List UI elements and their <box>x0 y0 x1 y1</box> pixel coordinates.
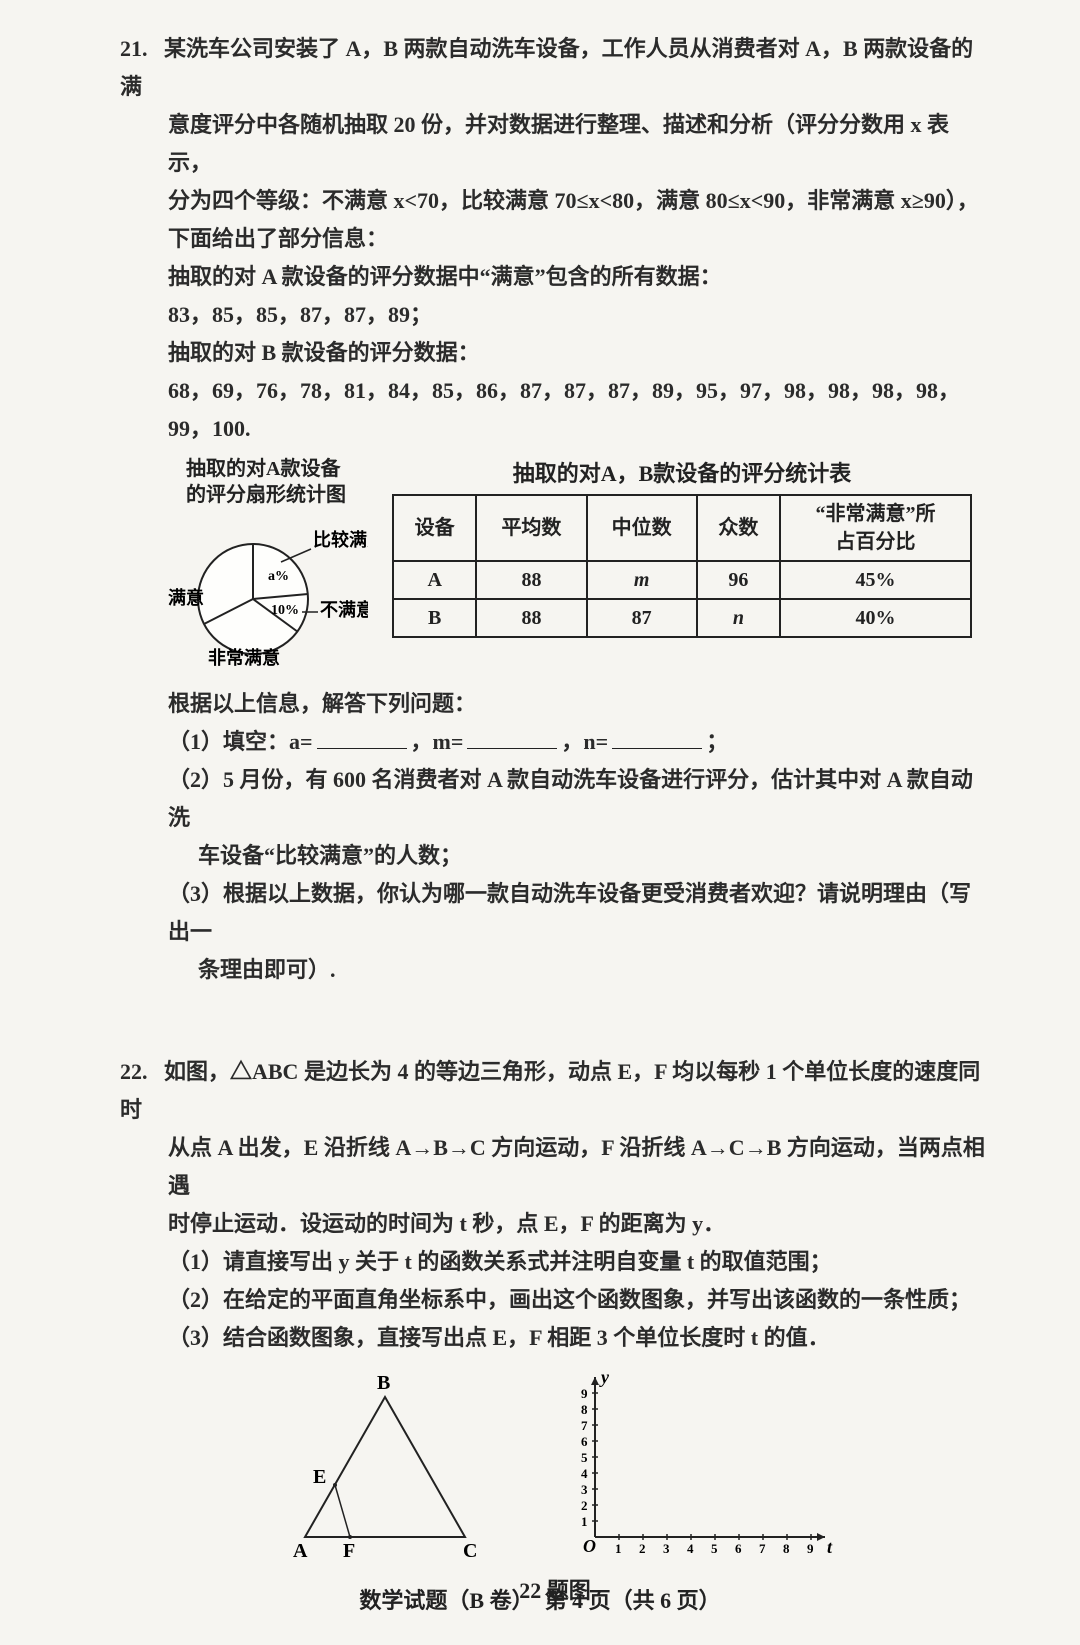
q21-p8: 68，69，76，78，81，84，85，86，87，87，87，89，95，9… <box>120 372 990 448</box>
lbl-C: C <box>463 1540 477 1562</box>
lbl-O: O <box>583 1536 596 1556</box>
y-tick-label: 7 <box>581 1418 588 1433</box>
q21-after-p1: 根据以上信息，解答下列问题： <box>120 685 990 723</box>
lbl-F: F <box>343 1540 355 1562</box>
pie-title-l1: 抽取的对A款设备 <box>186 458 340 480</box>
q21-p7: 抽取的对 B 款设备的评分数据： <box>120 334 990 372</box>
q21-table-title: 抽取的对A，B款设备的评分统计表 <box>392 456 972 488</box>
axes-svg: O y t 123456789 123456789 <box>565 1367 845 1567</box>
q21-p3: 分为四个等级：不满意 x<70，比较满意 70≤x<80，满意 80≤x<90，… <box>120 182 990 220</box>
cell-A-verysat: 45% <box>780 561 971 599</box>
q21-p6: 83，85，85，87，87，89； <box>120 296 990 334</box>
lbl-A: A <box>293 1540 308 1562</box>
pie-lbl-sat: 满意 <box>168 587 204 608</box>
cell-B-median: 87 <box>587 599 697 637</box>
x-tick-label: 6 <box>735 1541 742 1556</box>
pie-chart-svg: a% 10% 比较满意 不满意 满意 非常满意 <box>168 514 368 674</box>
y-tick-label: 3 <box>581 1482 588 1497</box>
q22-sub3: （3）结合函数图象，直接写出点 E，F 相距 3 个单位长度时 t 的值． <box>120 1319 990 1357</box>
cell-B-verysat: 40% <box>780 599 971 637</box>
q21-sub3-l1: （3）根据以上数据，你认为哪一款自动洗车设备更受消费者欢迎？请说明理由（写出一 <box>120 875 990 951</box>
cell-A-mean: 88 <box>476 561 586 599</box>
q22-p1: 如图，△ABC 是边长为 4 的等边三角形，动点 E，F 均以每秒 1 个单位长… <box>120 1059 980 1122</box>
x-tick-label: 7 <box>759 1541 766 1556</box>
pie-lbl-un: 不满意 <box>320 599 368 620</box>
q21-sub1-lead: （1）填空：a= <box>168 729 313 754</box>
q21-sub2-l1: （2）5 月份，有 600 名消费者对 A 款自动洗车设备进行评分，估计其中对 … <box>120 761 990 837</box>
q21-p2: 意度评分中各随机抽取 20 份，并对数据进行整理、描述和分析（评分分数用 x 表… <box>120 106 990 182</box>
q22-sub1: （1）请直接写出 y 关于 t 的函数关系式并注明自变量 t 的取值范围； <box>120 1243 990 1281</box>
cell-B-device: B <box>393 599 476 637</box>
th-mean: 平均数 <box>476 495 586 561</box>
cell-A-device: A <box>393 561 476 599</box>
q21-sub1-end: ； <box>706 729 728 754</box>
table-row: B 88 87 n 40% <box>393 599 971 637</box>
table-row: A 88 m 96 45% <box>393 561 971 599</box>
q21-pie-box: 抽取的对A款设备 的评分扇形统计图 a% 10% <box>168 456 368 679</box>
pie-ten-pct: 10% <box>271 603 299 618</box>
q21-p1: 某洗车公司安装了 A，B 两款自动洗车设备，工作人员从消费者对 A，B 两款设备… <box>120 36 973 99</box>
q22-line1: 22.如图，△ABC 是边长为 4 的等边三角形，动点 E，F 均以每秒 1 个… <box>120 1053 990 1129</box>
q22-p3: 时停止运动．设运动的时间为 t 秒，点 E，F 的距离为 y． <box>120 1205 990 1243</box>
y-tick-label: 8 <box>581 1402 588 1417</box>
pie-title-l2: 的评分扇形统计图 <box>186 484 346 506</box>
x-tick-label: 9 <box>807 1541 814 1556</box>
q21-line1: 21.某洗车公司安装了 A，B 两款自动洗车设备，工作人员从消费者对 A，B 两… <box>120 30 990 106</box>
cell-B-mean: 88 <box>476 599 586 637</box>
th-verysat: “非常满意”所 占百分比 <box>780 495 971 561</box>
x-tick-label: 8 <box>783 1541 790 1556</box>
lbl-y: y <box>599 1367 610 1387</box>
q21-figure-row: 抽取的对A款设备 的评分扇形统计图 a% 10% <box>120 456 990 679</box>
question-22: 22.如图，△ABC 是边长为 4 的等边三角形，动点 E，F 均以每秒 1 个… <box>120 1053 990 1605</box>
x-tick-label: 5 <box>711 1541 718 1556</box>
blank-n <box>612 728 702 749</box>
q21-table-box: 抽取的对A，B款设备的评分统计表 设备 平均数 中位数 众数 “非常满意”所 占… <box>392 456 972 638</box>
q21-p4: 下面给出了部分信息： <box>120 220 990 258</box>
pie-lbl-very: 非常满意 <box>208 647 280 668</box>
lbl-E: E <box>313 1466 326 1488</box>
q21-pie-title: 抽取的对A款设备 的评分扇形统计图 <box>168 456 368 508</box>
q21-sub3-l2: 条理由即可）. <box>120 951 990 989</box>
x-tick-label: 4 <box>687 1541 694 1556</box>
x-tick-label: 1 <box>615 1541 622 1556</box>
q22-sub2: （2）在给定的平面直角坐标系中，画出这个函数图象，并写出该函数的一条性质； <box>120 1281 990 1319</box>
exam-page: 21.某洗车公司安装了 A，B 两款自动洗车设备，工作人员从消费者对 A，B 两… <box>0 0 1080 1645</box>
th-median: 中位数 <box>587 495 697 561</box>
th-mode: 众数 <box>697 495 780 561</box>
q21-sub1-n: ，n= <box>561 729 608 754</box>
blank-a <box>317 728 407 749</box>
y-tick-label: 4 <box>581 1466 588 1481</box>
x-tick-label: 2 <box>639 1541 646 1556</box>
q22-number: 22. <box>120 1053 164 1091</box>
blank-m <box>467 728 557 749</box>
y-tick-label: 6 <box>581 1434 588 1449</box>
q21-sub2-l2: 车设备“比较满意”的人数； <box>120 837 990 875</box>
lbl-t: t <box>827 1537 833 1557</box>
q21-number: 21. <box>120 30 164 68</box>
y-tick-label: 9 <box>581 1386 588 1401</box>
q21-sub1: （1）填空：a= ，m= ，n= ； <box>120 723 990 761</box>
q21-sub1-m: ，m= <box>411 729 464 754</box>
y-tick-label: 1 <box>581 1514 588 1529</box>
x-tick-label: 3 <box>663 1541 670 1556</box>
y-tick-label: 2 <box>581 1498 588 1513</box>
q21-p5: 抽取的对 A 款设备的评分数据中“满意”包含的所有数据： <box>120 258 990 296</box>
q21-stats-table: 设备 平均数 中位数 众数 “非常满意”所 占百分比 A 88 m 96 45% <box>392 494 972 638</box>
triangle-svg: B A C E F <box>265 1367 505 1567</box>
page-footer: 数学试题（B 卷） 第 4 页（共 6 页） <box>0 1583 1080 1615</box>
table-header-row: 设备 平均数 中位数 众数 “非常满意”所 占百分比 <box>393 495 971 561</box>
pie-lbl-compare: 比较满意 <box>313 529 368 550</box>
cell-A-median: m <box>587 561 697 599</box>
lbl-B: B <box>377 1372 390 1394</box>
q22-figure-row: B A C E F O y t 123456789 123456789 <box>120 1367 990 1567</box>
th-device: 设备 <box>393 495 476 561</box>
question-21: 21.某洗车公司安装了 A，B 两款自动洗车设备，工作人员从消费者对 A，B 两… <box>120 30 990 989</box>
cell-B-mode: n <box>697 599 780 637</box>
pie-a-pct: a% <box>268 569 289 584</box>
q22-p2: 从点 A 出发，E 沿折线 A→B→C 方向运动，F 沿折线 A→C→B 方向运… <box>120 1129 990 1205</box>
cell-A-mode: 96 <box>697 561 780 599</box>
y-tick-label: 5 <box>581 1450 588 1465</box>
